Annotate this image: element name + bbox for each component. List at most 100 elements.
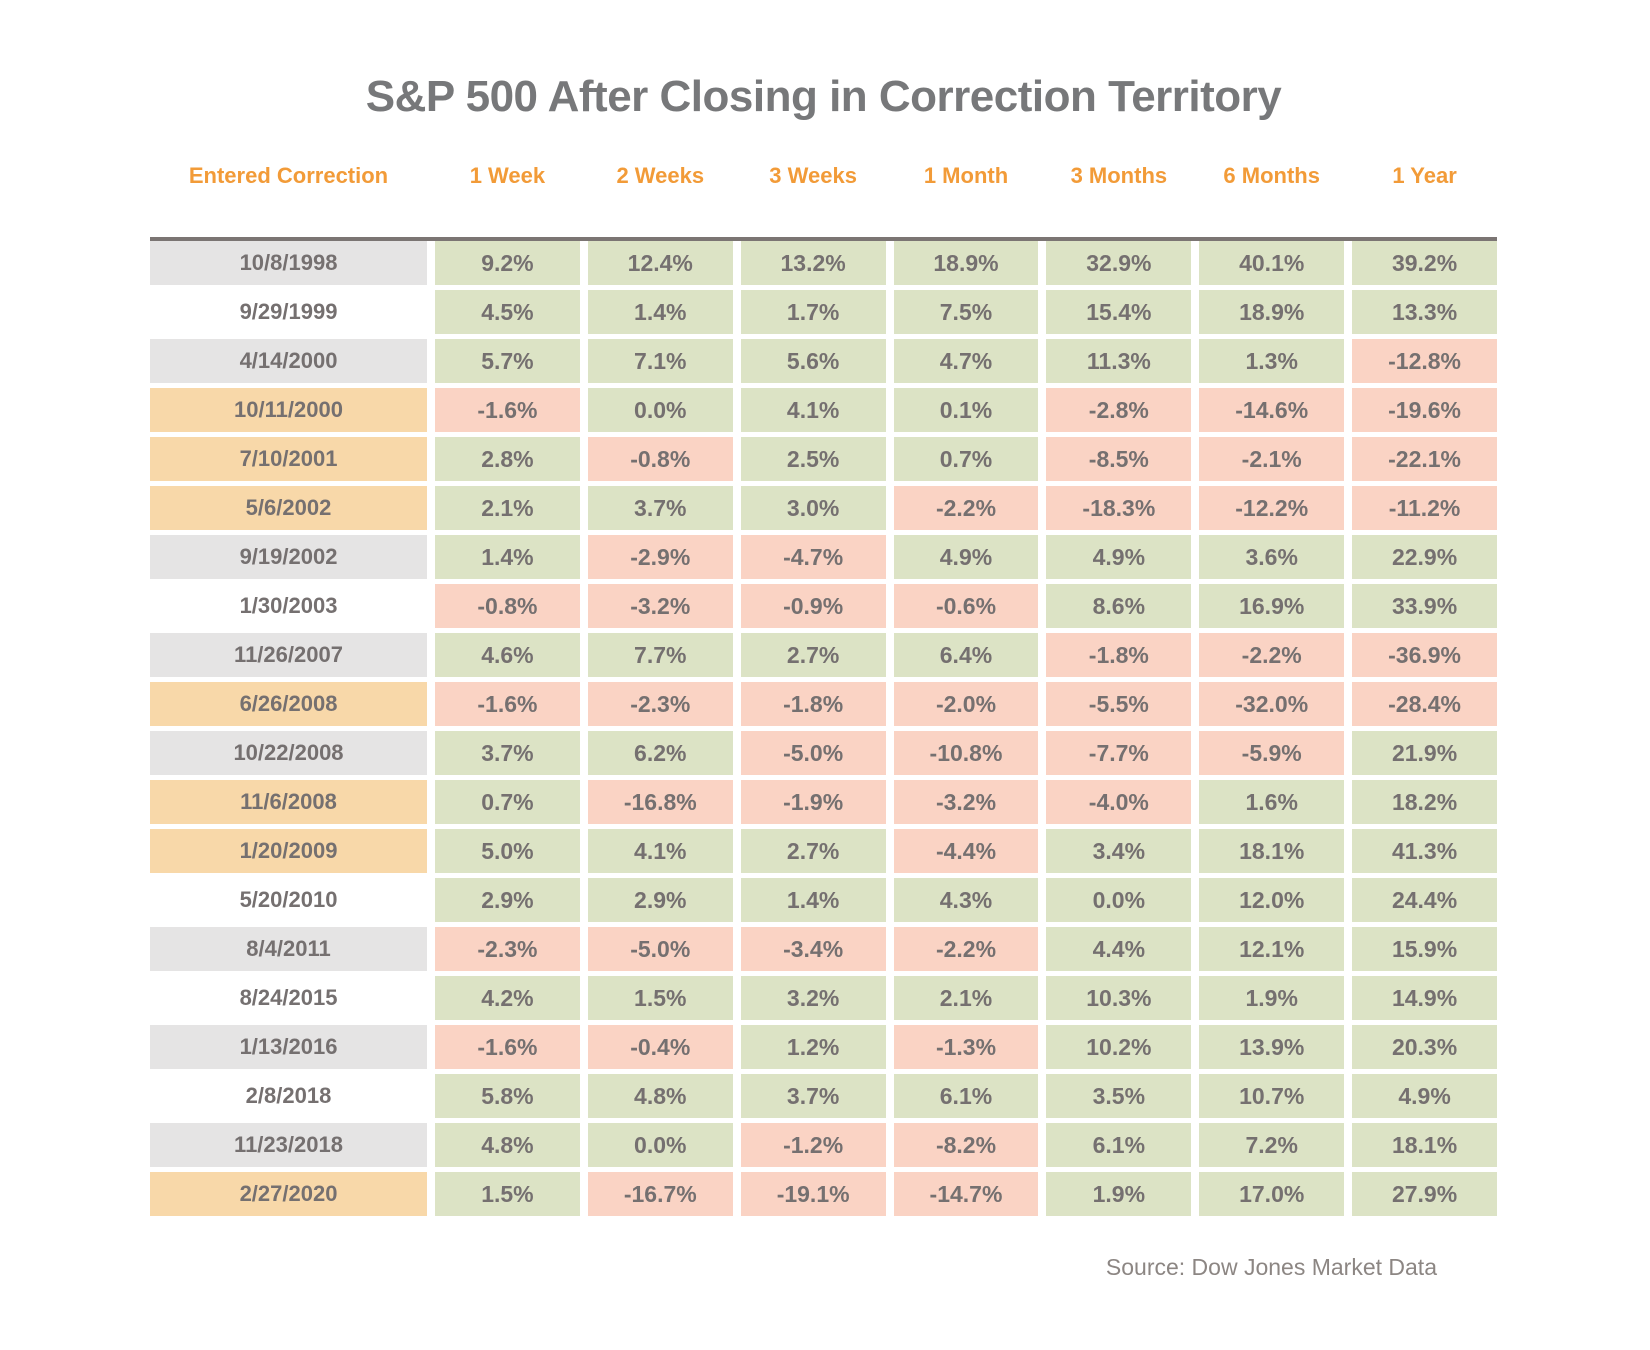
- value-cell: 16.9%: [1199, 584, 1345, 628]
- value-cell: 18.1%: [1352, 1123, 1497, 1167]
- row-date: 10/8/1998: [150, 241, 427, 285]
- value-cell: 1.9%: [1199, 976, 1345, 1020]
- row-date: 11/26/2007: [150, 633, 427, 677]
- value-cell: 5.7%: [435, 339, 580, 383]
- value-cell: 27.9%: [1352, 1172, 1497, 1216]
- value-cell: -32.0%: [1199, 682, 1345, 726]
- value-cell: -2.9%: [587, 535, 733, 579]
- value-cell: -5.0%: [740, 731, 886, 775]
- value-cell: 18.9%: [1199, 290, 1345, 334]
- row-date: 8/4/2011: [150, 927, 427, 971]
- value-cell: 2.9%: [435, 878, 580, 922]
- value-cell: 20.3%: [1352, 1025, 1497, 1069]
- value-cell: 5.6%: [740, 339, 886, 383]
- value-cell: 4.5%: [435, 290, 580, 334]
- value-cell: -1.8%: [740, 682, 886, 726]
- value-cell: 3.4%: [1046, 829, 1192, 873]
- row-date: 4/14/2000: [150, 339, 427, 383]
- value-cell: 41.3%: [1352, 829, 1497, 873]
- value-cell: 21.9%: [1352, 731, 1497, 775]
- value-cell: -28.4%: [1352, 682, 1497, 726]
- value-cell: 3.5%: [1046, 1074, 1192, 1118]
- value-cell: 3.2%: [740, 976, 886, 1020]
- value-cell: 15.9%: [1352, 927, 1497, 971]
- value-cell: -16.8%: [587, 780, 733, 824]
- column-header-3-months: 3 Months: [1070, 163, 1168, 188]
- value-cell: 2.9%: [587, 878, 733, 922]
- row-date: 1/13/2016: [150, 1025, 427, 1069]
- value-cell: 4.7%: [893, 339, 1039, 383]
- value-cell: 2.7%: [740, 633, 886, 677]
- value-cell: -1.2%: [740, 1123, 886, 1167]
- value-cell: -1.8%: [1046, 633, 1192, 677]
- value-cell: 0.0%: [1046, 878, 1192, 922]
- value-cell: -0.6%: [893, 584, 1039, 628]
- value-cell: 7.7%: [587, 633, 733, 677]
- value-cell: -2.0%: [893, 682, 1039, 726]
- value-cell: -5.5%: [1046, 682, 1192, 726]
- value-cell: 40.1%: [1199, 241, 1345, 285]
- row-date: 9/29/1999: [150, 290, 427, 334]
- value-cell: 12.4%: [587, 241, 733, 285]
- row-date: 10/22/2008: [150, 731, 427, 775]
- value-cell: 2.5%: [740, 437, 886, 481]
- value-cell: 10.7%: [1199, 1074, 1345, 1118]
- value-cell: 12.1%: [1199, 927, 1345, 971]
- row-date: 1/30/2003: [150, 584, 427, 628]
- row-date: 1/20/2009: [150, 829, 427, 873]
- value-cell: 1.2%: [740, 1025, 886, 1069]
- value-cell: -3.2%: [893, 780, 1039, 824]
- value-cell: 11.3%: [1046, 339, 1192, 383]
- value-cell: 0.0%: [587, 388, 733, 432]
- value-cell: 4.1%: [587, 829, 733, 873]
- row-date: 2/27/2020: [150, 1172, 427, 1216]
- value-cell: -2.8%: [1046, 388, 1192, 432]
- value-cell: 0.0%: [587, 1123, 733, 1167]
- value-cell: -8.5%: [1046, 437, 1192, 481]
- value-cell: 2.7%: [740, 829, 886, 873]
- value-cell: 1.9%: [1046, 1172, 1192, 1216]
- row-date: 11/6/2008: [150, 780, 427, 824]
- page-title: S&P 500 After Closing in Correction Terr…: [365, 72, 1282, 121]
- value-cell: 13.3%: [1352, 290, 1497, 334]
- value-cell: -14.6%: [1199, 388, 1345, 432]
- value-cell: 4.9%: [893, 535, 1039, 579]
- value-cell: -12.2%: [1199, 486, 1345, 530]
- value-cell: -11.2%: [1352, 486, 1497, 530]
- column-header-2-weeks: 2 Weeks: [616, 163, 705, 188]
- value-cell: 3.7%: [740, 1074, 886, 1118]
- value-cell: -4.0%: [1046, 780, 1192, 824]
- value-cell: -2.3%: [435, 927, 580, 971]
- value-cell: 3.7%: [435, 731, 580, 775]
- column-header-3-weeks: 3 Weeks: [769, 163, 857, 188]
- value-cell: 3.7%: [587, 486, 733, 530]
- value-cell: -0.9%: [740, 584, 886, 628]
- value-cell: 22.9%: [1352, 535, 1497, 579]
- value-cell: 4.9%: [1046, 535, 1192, 579]
- value-cell: 7.5%: [893, 290, 1039, 334]
- value-cell: 0.7%: [435, 780, 580, 824]
- row-date: 2/8/2018: [150, 1074, 427, 1118]
- value-cell: -12.8%: [1352, 339, 1497, 383]
- source-note: Source: Dow Jones Market Data: [1105, 1254, 1437, 1280]
- value-cell: 0.7%: [893, 437, 1039, 481]
- value-cell: 24.4%: [1352, 878, 1497, 922]
- value-cell: 7.2%: [1199, 1123, 1345, 1167]
- value-cell: -18.3%: [1046, 486, 1192, 530]
- column-header-entered-correction: Entered Correction: [188, 163, 389, 188]
- value-cell: -1.3%: [893, 1025, 1039, 1069]
- value-cell: 1.4%: [740, 878, 886, 922]
- value-cell: -4.4%: [893, 829, 1039, 873]
- value-cell: 2.1%: [435, 486, 580, 530]
- value-cell: -10.8%: [893, 731, 1039, 775]
- value-cell: -7.7%: [1046, 731, 1192, 775]
- value-cell: -1.6%: [435, 682, 580, 726]
- value-cell: -19.6%: [1352, 388, 1497, 432]
- value-cell: 1.3%: [1199, 339, 1345, 383]
- row-date: 10/11/2000: [150, 388, 427, 432]
- value-cell: 9.2%: [435, 241, 580, 285]
- value-cell: -1.9%: [740, 780, 886, 824]
- value-cell: 4.8%: [435, 1123, 580, 1167]
- value-cell: 1.6%: [1199, 780, 1345, 824]
